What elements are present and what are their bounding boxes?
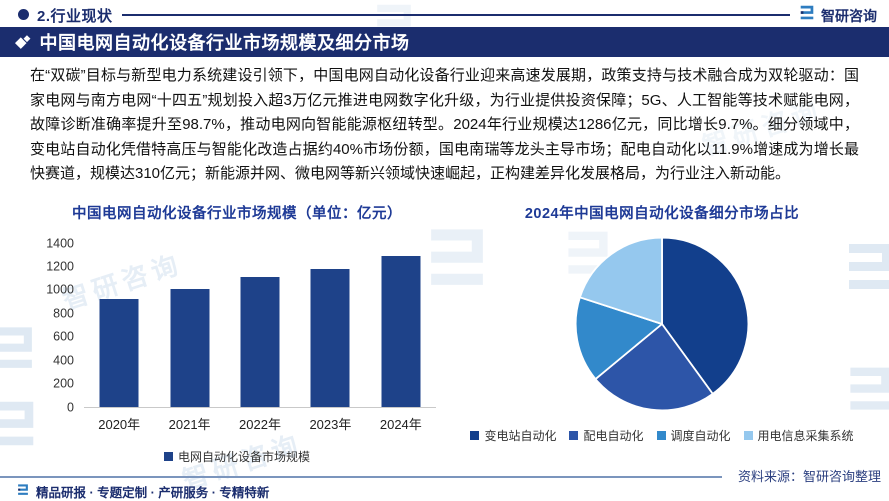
legend-swatch <box>656 431 666 440</box>
bar-column <box>366 243 436 407</box>
footer-services-text: 精品研报 · 专题定制 · 产研服务 · 专精特新 <box>36 486 270 500</box>
pie-chart-title: 2024年中国电网自动化设备细分市场占比 <box>524 206 800 222</box>
legend-item: 调度自动化 <box>656 427 731 444</box>
pie-chart: 2024年中国电网自动化设备细分市场占比 变电站自动化 配电自动化 调度自动化 用电信… <box>458 202 866 444</box>
bar-chart-legend: 电网自动化设备市场规模 <box>28 448 446 465</box>
x-tick-label: 2023年 <box>309 417 352 432</box>
legend-label: 电网自动化设备市场规模 <box>177 450 310 464</box>
summary-paragraph: 在“双碳”目标与新型电力系统建设引领下，中国电网自动化设备行业迎来高速发展期，政… <box>30 67 859 183</box>
legend-swatch <box>743 431 753 440</box>
y-tick-label: 1200 <box>46 259 74 274</box>
footer-divider <box>0 476 722 478</box>
legend-label: 变电站自动化 <box>484 429 557 443</box>
bar-column <box>84 243 154 407</box>
y-tick-label: 600 <box>53 329 74 344</box>
zhiyan-logo-icon <box>798 4 816 27</box>
footer-services: 精品研报 · 专题定制 · 产研服务 · 专精特新 <box>16 482 269 501</box>
legend-swatch <box>470 431 480 440</box>
bar-column <box>154 243 224 407</box>
bar-chart-title: 中国电网自动化设备行业市场规模（单位：亿元） <box>72 206 402 222</box>
x-tick-label: 2020年 <box>98 417 141 432</box>
legend-item: 变电站自动化 <box>470 427 556 444</box>
legend-label: 用电信息采集系统 <box>757 429 854 443</box>
bar-chart: 中国电网自动化设备行业市场规模（单位：亿元） 0 200 400 600 800 1000… <box>28 202 446 465</box>
bar-2023年 <box>310 269 350 407</box>
y-tick-label: 400 <box>53 352 74 367</box>
y-tick-label: 800 <box>53 306 74 321</box>
x-tick-label: 2022年 <box>239 417 281 432</box>
legend-swatch <box>569 431 579 440</box>
y-tick-label: 1000 <box>46 282 74 297</box>
pie-slice-变电站自动化 <box>661 236 750 395</box>
bar-plot: 0 200 400 600 800 1000 1200 1400 <box>46 237 436 413</box>
zhiyan-logo-icon <box>16 483 30 500</box>
x-tick-label: 2021年 <box>168 417 211 432</box>
bar-2022年 <box>240 276 280 407</box>
pie-slice-配电自动化 <box>594 323 714 412</box>
diamond-icon-small: ◆ <box>23 32 31 43</box>
y-tick-label: 1400 <box>46 235 74 250</box>
bar-column <box>295 243 365 407</box>
pie-slice-用电信息采集系统 <box>579 236 663 325</box>
legend-item: 用电信息采集系统 <box>743 427 854 444</box>
data-source: 资料来源：智研咨询整理 <box>737 469 881 484</box>
page-title: 中国电网自动化设备行业市场规模及细分市场 <box>39 33 410 53</box>
diamond-icon: ◆ <box>15 33 27 51</box>
bar-column <box>225 243 295 407</box>
x-tick-label: 2024年 <box>379 417 422 432</box>
bar-2021年 <box>170 288 210 407</box>
legend-label: 调度自动化 <box>670 429 731 443</box>
legend-label: 配电自动化 <box>583 429 644 443</box>
brand-logo: 智研咨询 <box>798 4 877 27</box>
section-bullet-icon <box>18 9 29 20</box>
y-tick-label: 200 <box>53 376 74 391</box>
banner: ◆ ◆ 中国电网自动化设备行业市场规模及细分市场 <box>0 27 889 57</box>
pie-chart-legend: 变电站自动化 配电自动化 调度自动化 用电信息采集系统 <box>458 427 866 444</box>
header-divider <box>122 14 790 16</box>
legend-item: 电网自动化设备市场规模 <box>163 448 310 465</box>
bar-2024年 <box>381 256 421 407</box>
bar-x-labels: 2020年 2021年 2022年 2023年 2024年 <box>84 414 436 433</box>
pie-svg <box>574 236 750 412</box>
bar-2020年 <box>99 299 139 407</box>
page-header: 2.行业现状 智研咨询 <box>0 3 889 26</box>
y-tick-label: 0 <box>67 399 74 414</box>
legend-item: 配电自动化 <box>569 427 644 444</box>
section-label: 2.行业现状 <box>37 8 113 25</box>
legend-swatch <box>163 452 173 461</box>
brand-name: 智研咨询 <box>821 7 877 24</box>
